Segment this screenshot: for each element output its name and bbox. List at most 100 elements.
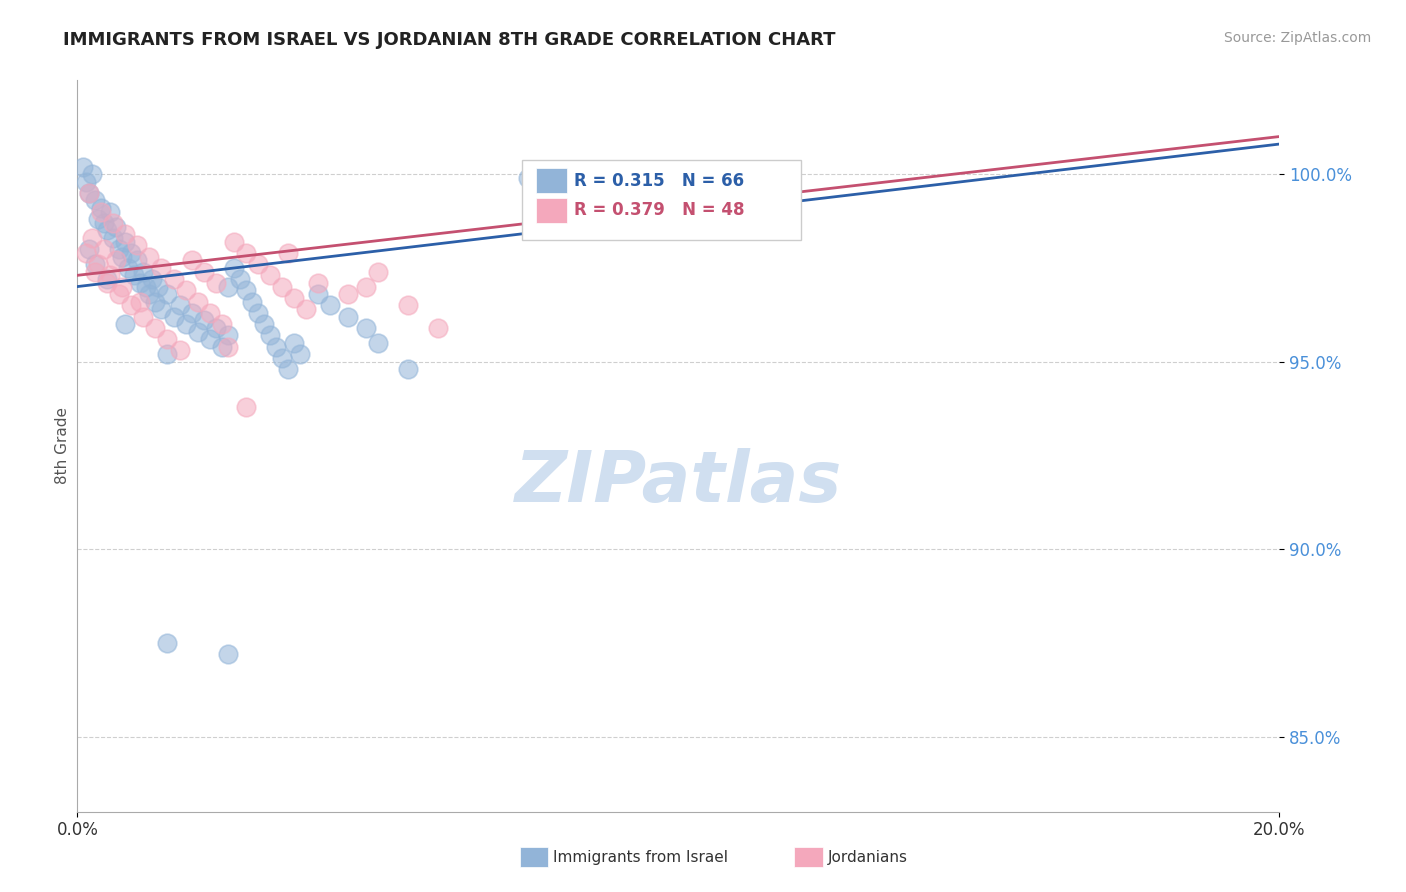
Text: R = 0.315   N = 66: R = 0.315 N = 66: [574, 172, 744, 190]
Point: [141, 272, 163, 286]
Point: [288, 347, 311, 361]
Point: [111, 279, 134, 293]
Point: [87, 212, 110, 227]
Point: [103, 231, 125, 245]
Point: [156, 347, 179, 361]
Point: [124, 268, 146, 283]
Point: [240, 294, 263, 309]
Point: [198, 306, 221, 320]
Point: [193, 264, 215, 278]
Point: [235, 400, 257, 414]
Point: [96, 276, 118, 290]
Point: [217, 647, 239, 661]
Y-axis label: 8th Grade: 8th Grade: [55, 408, 70, 484]
Point: [145, 294, 167, 309]
Point: [336, 310, 359, 324]
Text: Source: ZipAtlas.com: Source: ZipAtlas.com: [1223, 31, 1371, 45]
Point: [87, 257, 110, 271]
Point: [117, 260, 139, 275]
Point: [277, 245, 299, 260]
Point: [120, 298, 142, 312]
Point: [84, 264, 107, 278]
Point: [198, 332, 221, 346]
Point: [211, 317, 233, 331]
Point: [217, 279, 239, 293]
Point: [114, 317, 136, 331]
Point: [235, 245, 257, 260]
Point: [114, 227, 136, 241]
Point: [100, 268, 122, 283]
Point: [150, 260, 173, 275]
Point: [100, 204, 122, 219]
Point: [217, 328, 239, 343]
Point: [82, 231, 104, 245]
Point: [138, 250, 160, 264]
Point: [277, 362, 299, 376]
Point: [727, 163, 749, 178]
Point: [336, 287, 359, 301]
Point: [108, 242, 131, 256]
Point: [84, 194, 107, 208]
Point: [283, 291, 305, 305]
Point: [246, 306, 269, 320]
Point: [204, 321, 226, 335]
Point: [75, 175, 97, 189]
Text: Jordanians: Jordanians: [828, 850, 908, 864]
Point: [264, 340, 287, 354]
Point: [246, 257, 269, 271]
Point: [283, 335, 305, 350]
Point: [169, 298, 191, 312]
Point: [180, 253, 202, 268]
Point: [228, 272, 250, 286]
Point: [75, 245, 97, 260]
Text: Immigrants from Israel: Immigrants from Israel: [553, 850, 727, 864]
Point: [79, 242, 101, 256]
Point: [96, 223, 118, 237]
Point: [111, 250, 134, 264]
Point: [396, 362, 419, 376]
Point: [354, 321, 377, 335]
Text: ZIPatlas: ZIPatlas: [515, 448, 842, 517]
Point: [84, 257, 107, 271]
Point: [174, 283, 197, 297]
Point: [90, 201, 112, 215]
Point: [211, 340, 233, 354]
Point: [90, 204, 112, 219]
Point: [148, 279, 170, 293]
Point: [127, 238, 149, 252]
Point: [259, 268, 281, 283]
Point: [114, 235, 136, 249]
Point: [156, 332, 179, 346]
Point: [427, 321, 450, 335]
Point: [253, 317, 276, 331]
Point: [82, 167, 104, 181]
Point: [396, 298, 419, 312]
Point: [186, 325, 209, 339]
Point: [72, 160, 94, 174]
Point: [162, 272, 184, 286]
Point: [222, 235, 245, 249]
Point: [132, 264, 155, 278]
Point: [162, 310, 184, 324]
Point: [367, 335, 389, 350]
Point: [105, 253, 128, 268]
Point: [235, 283, 257, 297]
Point: [93, 216, 115, 230]
Point: [79, 186, 101, 200]
Point: [156, 287, 179, 301]
Point: [186, 294, 209, 309]
Point: [79, 186, 101, 200]
Point: [150, 302, 173, 317]
Point: [103, 216, 125, 230]
Point: [145, 321, 167, 335]
Point: [174, 317, 197, 331]
Point: [307, 276, 329, 290]
Point: [517, 170, 540, 185]
Point: [307, 287, 329, 301]
Point: [354, 279, 377, 293]
Point: [217, 340, 239, 354]
Point: [108, 287, 131, 301]
Point: [222, 260, 245, 275]
Point: [294, 302, 316, 317]
Point: [138, 287, 160, 301]
